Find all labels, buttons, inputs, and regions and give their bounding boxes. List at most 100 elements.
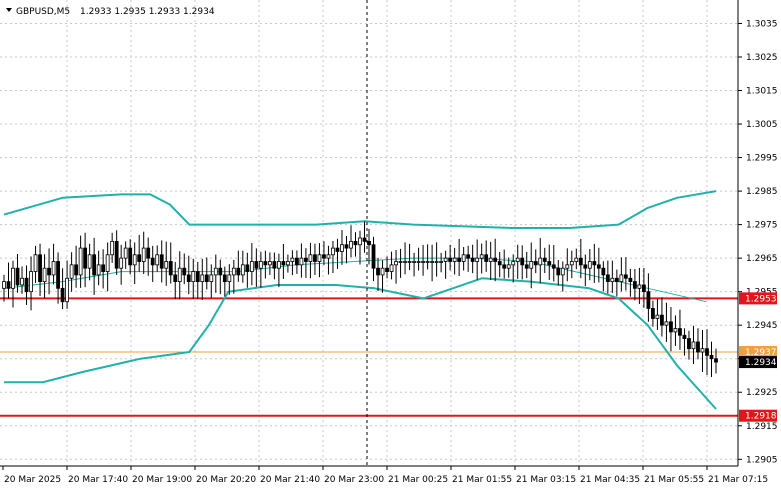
candle-body [231,267,236,276]
candle-body [245,264,250,272]
candle-body [204,274,209,283]
x-tick-label: 20 Mar 2025 [4,475,61,485]
level-price-tag [739,346,777,359]
candle-body [687,338,691,350]
y-tick-label: 1.2985 [746,187,778,197]
candle-body [24,277,29,293]
candle-body [619,274,624,283]
candle-body [709,354,714,360]
current-price-tag [739,356,777,369]
candle-body [682,334,687,340]
candle-body [416,261,421,263]
candle-body [195,271,200,283]
candle-body [547,261,552,266]
candle-body [290,257,295,262]
candle-body [209,274,214,283]
candle-body [285,261,290,266]
y-tick-label: 1.3025 [746,53,778,63]
candle-body [669,321,673,333]
candle-body [605,274,610,283]
current-price-text: 1.2934 [745,358,777,368]
candle-body [655,314,660,319]
candle-body [533,261,538,266]
candle-body [15,267,20,286]
candle-body [696,341,700,353]
candle-body [434,261,439,263]
candle-body [592,261,597,266]
candle-body [412,261,416,263]
candle-body [587,261,592,269]
candle-body [407,261,412,263]
candle-body [569,261,574,266]
x-tick-label: 21 Mar 00:25 [388,475,448,485]
candle-body [457,257,462,262]
candle-body [394,261,398,266]
candle-body [258,261,263,269]
candle-body [249,261,254,272]
candle-body [574,257,579,262]
candle-body [678,328,682,336]
candle-body [385,267,389,272]
candle-body [646,291,651,309]
candle-body [484,254,489,262]
y-tick-label: 1.2995 [746,154,778,164]
candle-body [403,261,407,263]
time-axis[interactable]: 20 Mar 2025 20 Mar 17:40 20 Mar 19:00 20 Ma… [2,466,768,485]
candle-body [114,240,119,269]
candle-body [20,277,24,286]
candle-body [267,261,272,266]
candle-body [213,267,218,276]
candle-body [502,264,507,269]
level-price-text: 1.2937 [745,348,777,358]
candle-body [299,257,304,266]
x-tick-label: 21 Mar 01:55 [452,475,512,485]
candle-body [101,264,106,272]
candle-body [560,267,565,276]
candle-body [475,257,480,262]
bollinger-upper-line [3,190,717,229]
candle-body [240,264,245,276]
y-tick-label: 1.3035 [746,19,778,29]
candle-body [110,240,115,256]
candle-body [511,261,516,266]
candle-body [65,277,69,303]
candle-body [578,257,583,266]
candle-body [349,240,353,249]
candle-body [236,267,241,276]
chevron-down-icon[interactable] [6,8,12,12]
candle-body [83,247,88,269]
x-tick-label: 21 Mar 04:35 [580,475,640,485]
candle-body [182,267,187,276]
x-tick-label: 21 Mar 07:15 [708,475,768,485]
candle-body [128,247,133,266]
horizontal-levels [0,297,738,417]
candle-body [200,274,205,283]
y-tick-label: 1.2965 [746,254,778,264]
y-tick-label: 1.2915 [746,422,778,432]
candle-body [651,308,655,319]
candle-body [628,277,633,283]
candle-body [60,287,65,303]
candle-body [497,261,502,266]
candle-body [367,240,371,246]
candle-body [700,348,705,353]
candle-body [191,271,196,283]
candle-body [506,264,511,269]
candle-body [389,264,394,272]
candle-body [186,274,191,283]
candle-body [673,328,678,333]
level-price-tag [739,292,777,305]
candle-body [705,348,709,356]
candle-body [47,267,51,276]
candle-body [556,267,561,276]
candle-body [281,261,286,266]
level-price-text: 1.2953 [745,294,777,304]
candle-body [461,254,466,262]
candle-body [123,247,128,259]
candles [2,221,718,377]
candle-body [150,257,155,266]
candle-body [452,257,457,262]
x-tick-label: 21 Mar 05:55 [644,475,704,485]
candle-body [398,261,403,263]
